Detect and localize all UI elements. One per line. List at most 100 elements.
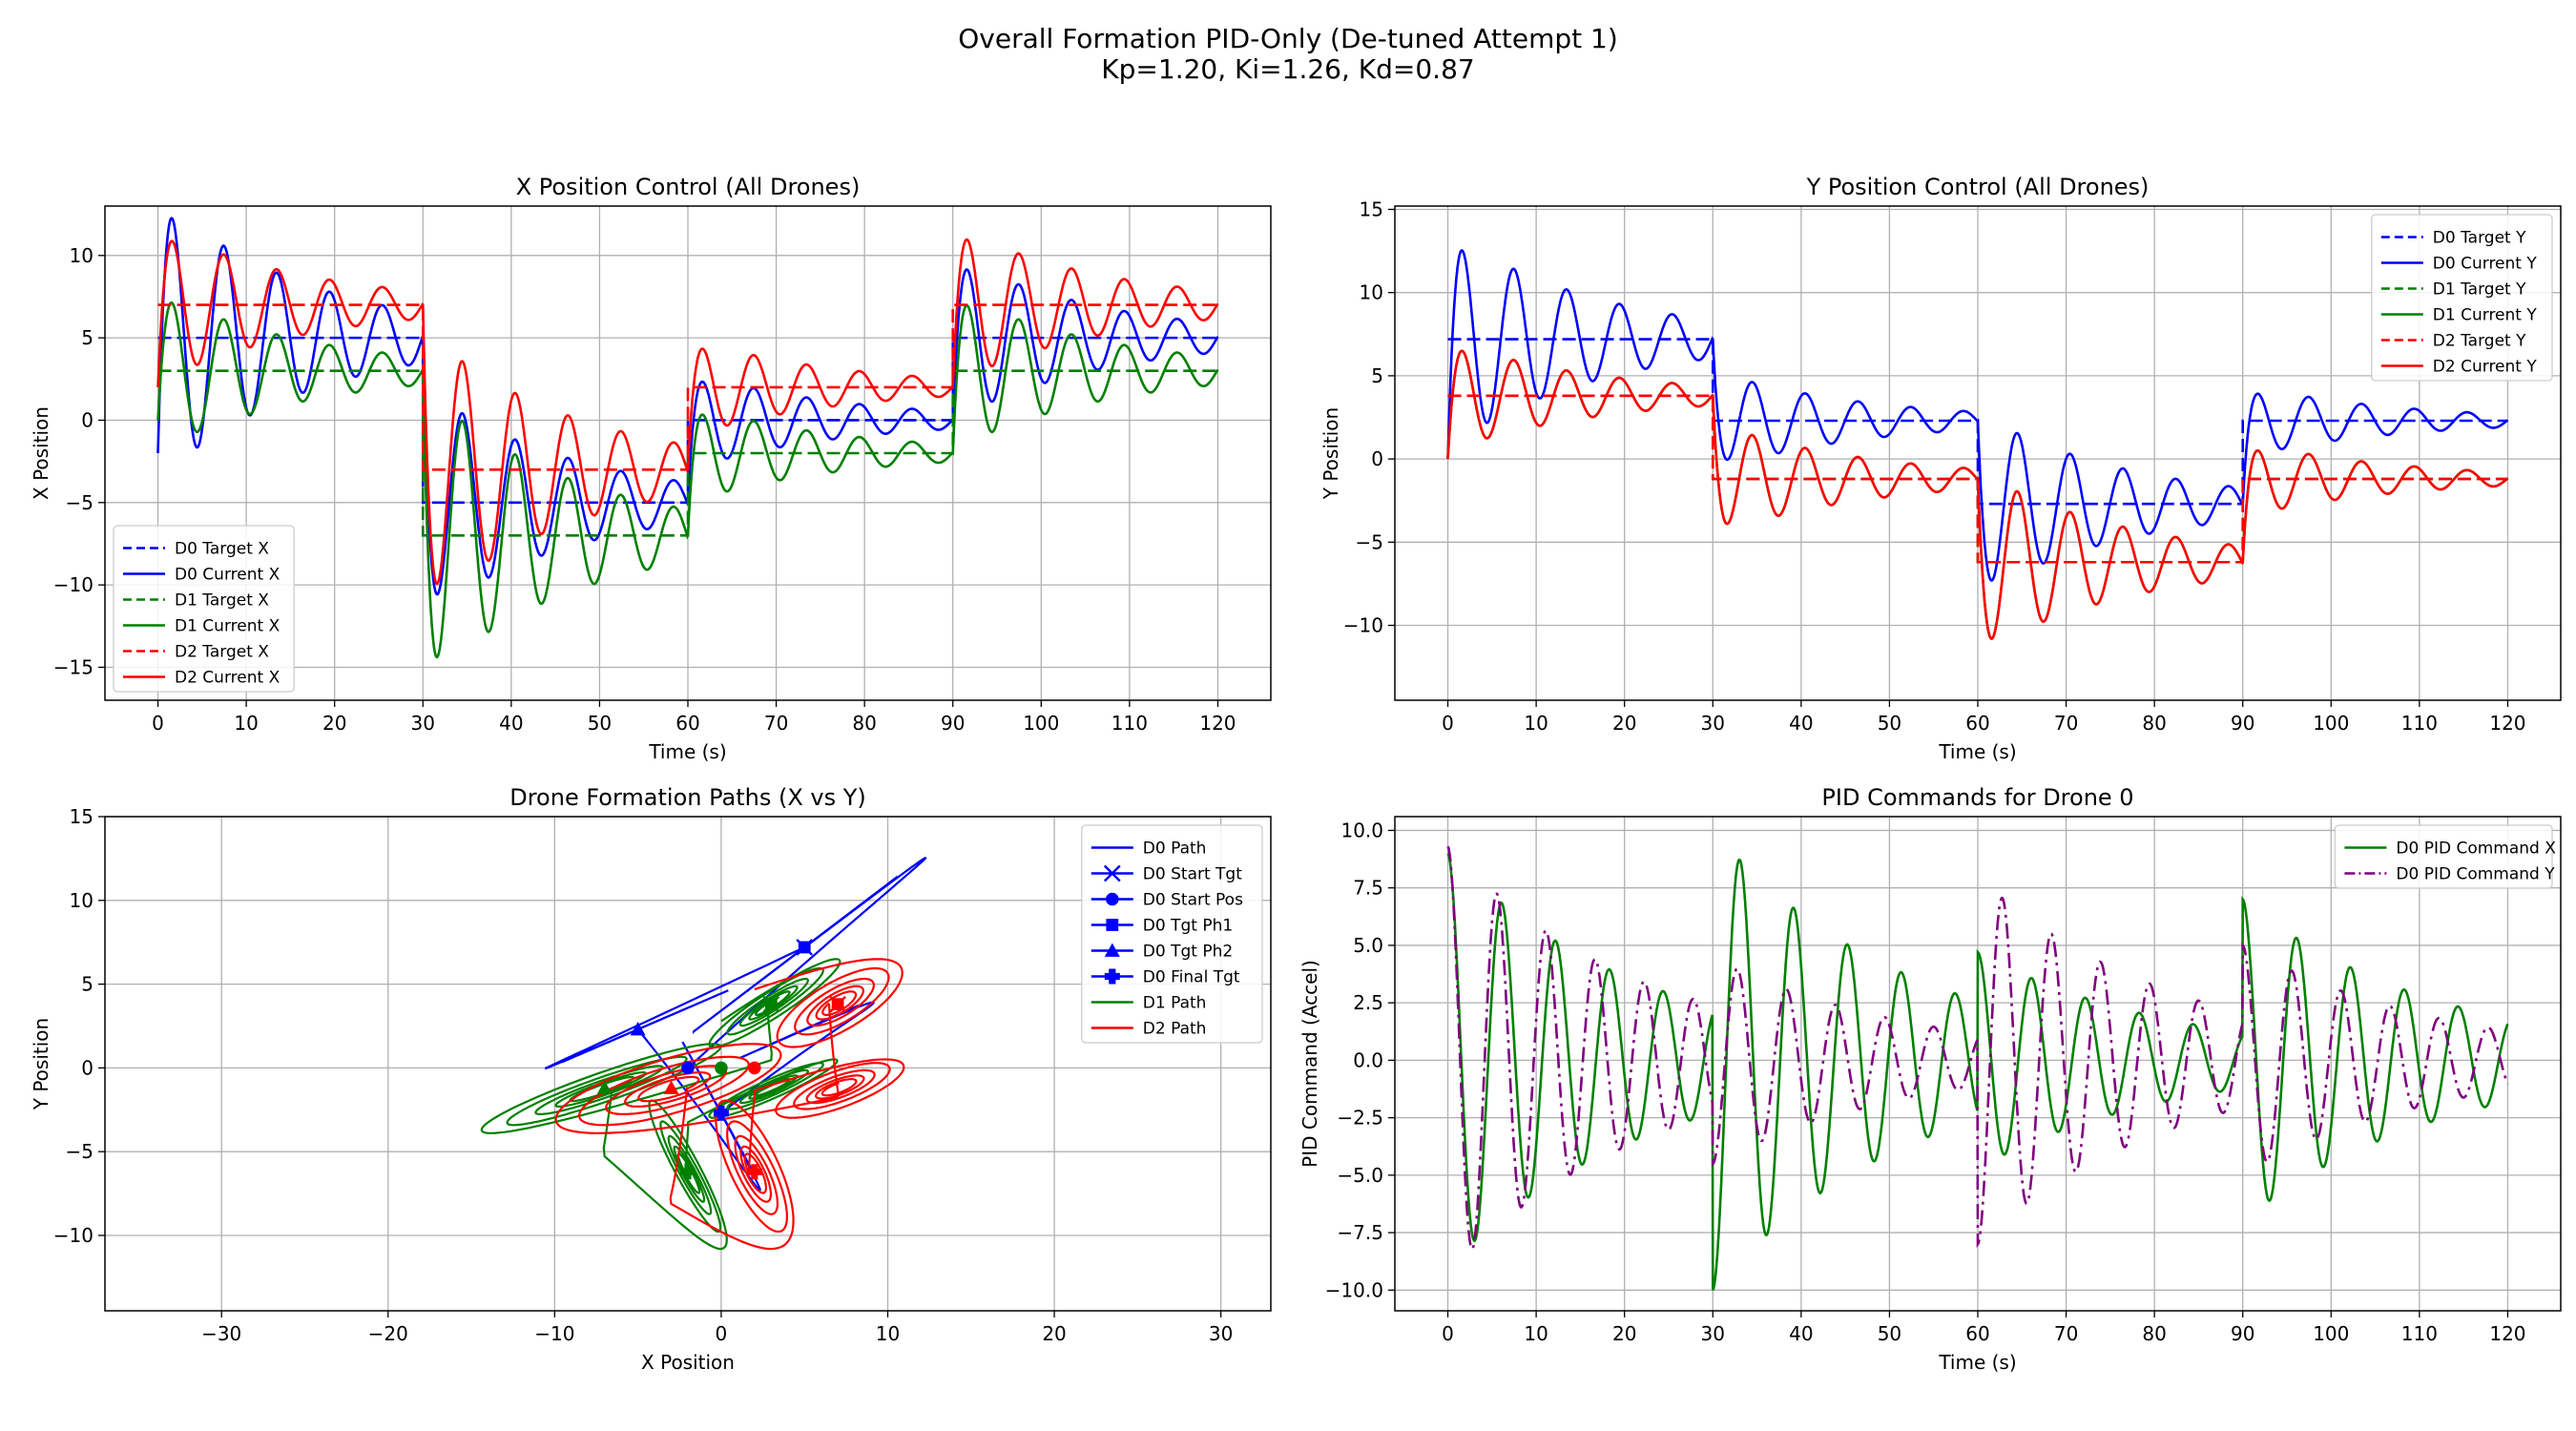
y-tick-label: −7.5 [1337,1221,1383,1244]
legend-item-d0-start-pos: D0 Start Pos [1091,891,1243,910]
legend-label: D1 Current X [175,617,280,636]
marker-square [1106,919,1119,931]
legend-label: D0 Path [1143,840,1207,859]
marker-square [798,941,811,954]
y-tick-label: −10 [53,573,93,596]
x-tick-label: 70 [2054,1322,2078,1345]
plot-frame [104,816,1272,1312]
grid-lines [105,206,1271,700]
axis-ticks: 0 10 20 30 40 50 60 70 80 90 100 110 120 −15 −10 −5 0 5 10 [53,244,1236,735]
x-position-plot: 0 10 20 30 40 50 60 70 80 90 100 110 120 −15 −10 −5 0 5 10… [30,174,1272,763]
plot-area [480,857,927,1251]
legend-label: D0 PID Command X [2396,840,2556,859]
legend-item-d0-start-tgt: D0 Start Tgt [1091,865,1242,884]
marker-square [764,998,778,1011]
plot-title: Drone Formation Paths (X vs Y) [509,784,866,811]
figure-title: Overall Formation PID-Only (De-tuned Att… [958,23,1618,54]
y-tick-label: 0 [81,408,93,431]
y-tick-label: 5 [1371,364,1383,387]
marker-circle [715,1061,728,1075]
plot-title: X Position Control (All Drones) [516,174,861,200]
y-tick-label: −10 [1343,614,1383,637]
y-axis-label: Y Position [1319,407,1342,500]
legend-item-d0-current-x: D0 Current X [123,566,280,585]
x-tick-label: 90 [2231,712,2254,735]
y-tick-label: 5 [81,326,93,349]
legend-item-d0-path: D0 Path [1091,840,1207,859]
legend-label: D0 Target Y [2433,229,2526,248]
axis-ticks: 0 10 20 30 40 50 60 70 80 90 100 110 120 −10.0 −7.5 −5.… [1325,819,2526,1345]
marker-plus [713,1105,729,1121]
series-line-d0-pid-command-y [1446,845,2509,1251]
legend-label: D0 Current X [175,566,280,585]
legend-label: D0 Final Tgt [1143,968,1240,987]
x-tick-label: 10 [876,1322,900,1345]
x-tick-label: 90 [2231,1322,2254,1345]
legend-item-d1-path: D1 Path [1091,994,1207,1013]
x-tick-label: 70 [2054,712,2078,735]
legend-label: D1 Path [1143,994,1207,1013]
plot-title: PID Commands for Drone 0 [1821,784,2133,811]
x-tick-label: 90 [941,712,965,735]
marker-circle [1106,892,1119,906]
x-tick-label: 30 [411,712,435,735]
y-tick-label: −10 [53,1224,93,1247]
pid-commands-plot: 0 10 20 30 40 50 60 70 80 90 100 110 120 −10.0 −7.5 −5.… [1298,784,2562,1374]
legend-item-d0-current-y: D0 Current Y [2380,255,2537,274]
legend-frame [1081,824,1263,1044]
plot-area [1446,845,2509,1291]
legend-item-d0-pid-command-y: D0 PID Command Y [2344,865,2555,884]
formation-paths-plot: −30 −20 −10 0 10 20 30 −10 −5 0 5 10 15 Drone Formati… [30,784,1272,1374]
plot-frame [104,205,1272,701]
x-tick-label: 10 [1524,712,1548,735]
legend-label: D2 Current Y [2433,358,2538,377]
marker-triangle [630,1022,646,1036]
legend-label: D0 Tgt Ph2 [1143,943,1233,962]
path-line-d2-path [554,958,905,1251]
y-tick-label: −5.0 [1337,1164,1383,1187]
plot-frame [1394,816,2562,1312]
y-axis-label: PID Command (Accel) [1298,960,1321,1168]
x-tick-label: 30 [1701,712,1725,735]
y-tick-label: 0 [1371,447,1383,470]
y-position-plot: 0 10 20 30 40 50 60 70 80 90 100 110 120 −10 −5 0 5 10 15 Y… [1319,174,2562,763]
grid-lines [1395,206,2561,700]
x-tick-label: 120 [2489,1322,2525,1345]
series-line-d2-current-x [156,238,1219,586]
y-tick-label: −5 [66,491,93,514]
x-tick-label: 0 [1442,712,1454,735]
legend-item-d2-target-x: D2 Target X [123,643,269,662]
marker-circle [681,1061,695,1075]
legend-label: D0 Start Tgt [1143,865,1242,884]
y-axis-label: Y Position [30,1018,52,1110]
y-tick-label: 0 [81,1056,93,1079]
legend-label: D2 Current X [175,669,280,688]
x-tick-label: −20 [368,1322,408,1345]
x-tick-label: 40 [499,712,523,735]
x-tick-label: 0 [152,712,164,735]
legend-frame [2334,824,2553,889]
y-tick-label: 2.5 [1353,991,1383,1014]
x-tick-label: 20 [1612,712,1636,735]
marker-plus [746,1164,762,1180]
legend-item-d0-tgt-ph1: D0 Tgt Ph1 [1091,917,1233,936]
x-tick-label: 40 [1789,712,1813,735]
x-axis-label: Time (s) [1938,740,2016,763]
x-tick-label: 50 [588,712,612,735]
plot-area [156,217,1219,659]
y-tick-label: −10.0 [1325,1278,1383,1301]
x-tick-label: 20 [1612,1322,1636,1345]
x-tick-label: 110 [2401,712,2438,735]
x-tick-label: 10 [234,712,258,735]
legend-item-d0-target-y: D0 Target Y [2380,229,2526,248]
marker-circle [748,1061,761,1075]
x-tick-label: 60 [1965,1322,1989,1345]
legend-label: D2 Path [1143,1020,1207,1039]
legend: D0 Target X D0 Current X D1 Target X D1 Cur… [113,525,295,693]
x-tick-label: 120 [1199,712,1236,735]
x-tick-label: 80 [2142,712,2166,735]
x-tick-label: 0 [716,1322,728,1345]
marker-plus [680,1164,696,1180]
y-tick-label: 15 [1360,197,1383,220]
